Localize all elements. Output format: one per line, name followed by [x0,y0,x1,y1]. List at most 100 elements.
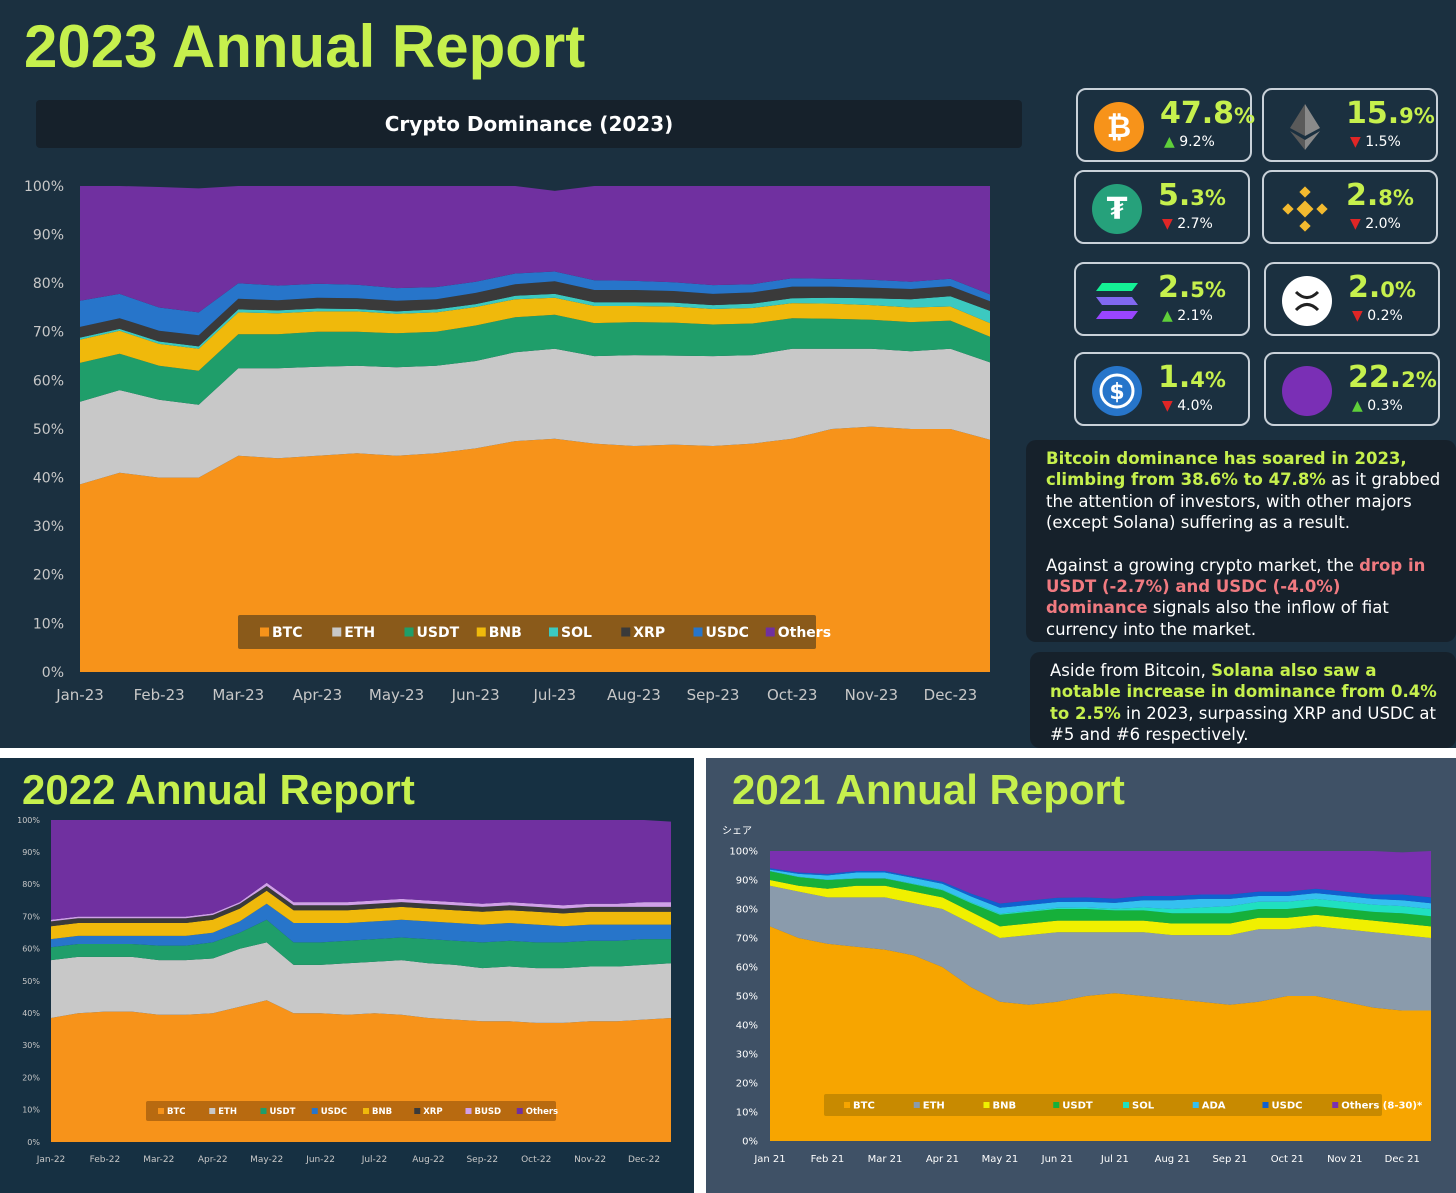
coin-dominance-decimal: 0% [1380,278,1416,302]
chart-2022-area-bnb [51,890,671,940]
note-2-text-end: in 2023, surpassing XRP and USDC at #5 a… [1050,703,1436,745]
chart-2021-y-tick: 10% [736,1108,758,1119]
chart-2023-y-tick: 90% [33,228,64,244]
legend-label-usdc: USDC [706,625,749,641]
coin-change-value: 2.1% [1177,308,1213,324]
legend-swatch-usdt [260,1108,267,1114]
chart-2022-y-tick: 20% [22,1073,40,1082]
chart-2021-area-sol [770,871,1431,917]
chart-2023-area-bnb [80,297,990,371]
coin-change-value: 2.7% [1177,216,1213,232]
bitcoin-icon: ₿ [1094,102,1144,152]
note-2-text: Aside from Bitcoin, [1050,661,1212,680]
legend-swatch-bnb [363,1108,369,1114]
chart-2023-area-xrp [80,281,990,347]
legend-label-xrp: XRP [633,625,665,641]
triangle-up-icon: ▲ [1164,134,1180,150]
legend-swatch-busd [465,1108,472,1114]
chart-2021-x-tick: Sep 21 [1212,1154,1247,1165]
report-2022-title: 2022 Annual Report [22,766,415,813]
chart-2021-y-tick: 80% [736,905,758,916]
chart-2023-y-tick: 60% [33,373,64,389]
coin-change-eth: ▼ 1.5% [1350,134,1401,150]
coin-dominance-xrp: 2.0% [1348,270,1416,305]
chart-2021-y-tick: 70% [736,934,758,945]
legend-swatch-bnb [476,627,486,637]
coin-change-value: 9.2% [1179,134,1215,150]
chart-2021-area-ada [770,869,1431,914]
legend-swatch-eth [913,1102,920,1108]
chart-2023-x-tick: Sep-23 [687,686,740,704]
legend-swatch-usdc [693,627,703,637]
coin-dominance-others: 22.2% [1348,360,1437,395]
chart-2023-legend-bg [238,615,816,649]
chart-2022-x-tick: Feb-22 [90,1155,121,1165]
legend-label-usdt: USDT [270,1107,296,1117]
legend-label-btc: BTC [272,625,303,641]
others-circle-icon [1282,366,1332,416]
chart-2022-area-xrp [51,886,671,927]
coin-dominance-main: 15. [1346,96,1400,131]
legend-label-ada: ADA [1202,1101,1226,1112]
coin-dominance-decimal: 5% [1190,278,1226,302]
legend-swatch-eth [209,1108,216,1114]
chart-2022-x-tick: Apr-22 [198,1155,228,1165]
triangle-down-icon: ▼ [1352,308,1368,324]
chart-2021-x-tick: Dec 21 [1385,1154,1420,1165]
coin-dominance-btc: 47.8% [1160,96,1255,131]
report-2022-panel: 2022 Annual Report 0% 10% 20% 30% 40% 50% 60% 7… [0,758,694,1193]
chart-2021-x-tick: Nov 21 [1327,1154,1362,1165]
legend-swatch-usdt [1053,1102,1060,1108]
legend-swatch-xrp [621,627,631,637]
chart-2022-y-tick: 50% [22,977,40,986]
legend-swatch-btc [260,627,269,637]
legend-label-btc: BTC [167,1107,186,1117]
chart-2021-y-tick: 30% [736,1050,758,1061]
coin-dominance-main: 1. [1158,360,1191,395]
note-1b-text-end: signals also the inflow of fiat currency… [1046,598,1389,639]
note-1b-highlight: drop in USDT (-2.7%) and USDC (-4.0%) do… [1046,555,1426,618]
chart-2023-area-sol [80,293,990,349]
legend-swatch-xrp [414,1108,421,1114]
chart-2023-area-others [80,186,990,313]
coin-card-xrp: 2.0% ▼ 0.2% [1264,262,1440,336]
legend-swatch-usdt [404,627,414,637]
coin-change-others: ▲ 0.3% [1352,398,1403,414]
chart-2021-y-tick: 50% [736,992,758,1003]
coin-change-btc: ▲ 9.2% [1164,134,1215,150]
coin-dominance-decimal: 3% [1190,186,1226,210]
chart-2022-legend-bg [146,1101,556,1121]
chart-2023-x-tick: Jul-23 [532,686,576,704]
chart-2023-area-usdt [80,314,990,405]
chart-2023-title: Crypto Dominance (2023) [384,112,674,136]
chart-2021-legend: BTC ETH BNB USDT SOL ADA USDC Others (8-30)* [824,1094,1423,1116]
chart-2023-x-tick: Feb-23 [134,686,185,704]
coin-change-value: 0.2% [1367,308,1403,324]
svg-text:$: $ [1109,380,1124,405]
chart-2023-y-tick: 80% [33,276,64,292]
chart-2022-legend: BTC ETH USDT USDC BNB XRP BUSD Others [146,1101,558,1121]
note-2-highlight: Solana also saw a notable increase in do… [1050,661,1437,723]
chart-2021: 0% 10% 20% 30% 40% 50% 60% 70% 80% 90% 100% Jan 21 F… [729,847,1431,1165]
report-2021-title: 2021 Annual Report [732,766,1125,813]
chart-2022-x-tick: May-22 [250,1155,283,1165]
legend-swatch-others [516,1108,523,1114]
legend-label-eth: ETH [344,625,375,641]
chart-2023-x-tick: Mar-23 [212,686,264,704]
chart-2023-x-tick: Aug-23 [607,686,661,704]
triangle-up-icon: ▲ [1352,398,1368,414]
coin-card-others: 22.2% ▲ 0.3% [1264,352,1440,426]
chart-2022-x-tick: Jul-22 [361,1155,388,1165]
chart-2023-y-tick: 100% [24,179,64,195]
chart-2021-area-others-8-30- [770,851,1431,904]
chart-2021-axis-note: シェア [722,826,752,837]
chart-2022-area-eth [51,942,671,1023]
coin-card-btc: ₿ 47.8% ▲ 9.2% [1076,88,1255,162]
chart-2021-y-tick: 100% [729,847,758,858]
chart-2022-x-tick: Sep-22 [466,1155,498,1165]
triangle-down-icon: ▼ [1162,398,1178,414]
legend-swatch-others-8-30- [1332,1102,1339,1108]
triangle-down-icon: ▼ [1162,216,1178,232]
coin-dominance-bnb: 2.8% [1346,178,1414,213]
coin-dominance-main: 2. [1348,270,1381,305]
